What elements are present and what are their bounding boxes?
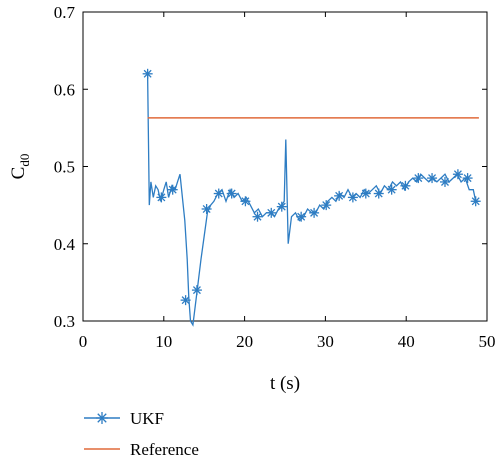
ukf-marker <box>360 188 371 199</box>
ukf-marker <box>452 169 463 180</box>
ukf-marker <box>427 173 438 184</box>
y-tick-label: 0.4 <box>54 235 76 254</box>
ukf-marker <box>400 180 411 191</box>
ukf-marker <box>201 203 212 214</box>
y-tick-label: 0.6 <box>54 80 75 99</box>
x-tick-label: 50 <box>479 332 496 351</box>
ukf-marker <box>309 207 320 218</box>
ukf-marker <box>252 211 263 222</box>
legend-item-reference: Reference <box>84 440 199 459</box>
y-tick-label: 0.5 <box>54 158 75 177</box>
x-tick-label: 10 <box>155 332 172 351</box>
x-axis: 0 10 20 30 40 50 <box>79 12 496 351</box>
plot-area: 0 10 20 30 40 50 0.3 0.4 0.5 0.6 0.7 <box>54 3 496 351</box>
ukf-marker <box>266 207 277 218</box>
y-tick-label: 0.7 <box>54 3 76 22</box>
ukf-marker <box>462 173 473 184</box>
ukf-marker <box>226 188 237 199</box>
x-tick-label: 30 <box>317 332 334 351</box>
ukf-marker <box>413 173 424 184</box>
x-tick-label: 20 <box>236 332 253 351</box>
ukf-marker <box>213 188 224 199</box>
legend-item-ukf: UKF <box>84 409 164 428</box>
ukf-marker <box>347 192 358 203</box>
y-axis-label: Cd0 <box>8 154 32 180</box>
ukf-marker <box>276 201 287 212</box>
legend-ukf-marker-shape <box>96 412 108 424</box>
legend-reference-label: Reference <box>130 440 199 459</box>
y-axis: 0.3 0.4 0.5 0.6 0.7 <box>54 3 487 331</box>
ukf-marker <box>142 68 153 79</box>
legend-ukf-label: UKF <box>130 409 164 428</box>
ukf-marker <box>240 196 251 207</box>
ukf-marker <box>296 211 307 222</box>
ukf-marker <box>321 200 332 211</box>
x-tick-label: 0 <box>79 332 88 351</box>
legend: UKF Reference <box>84 409 199 459</box>
ukf-marker <box>156 192 167 203</box>
y-axis-label-main: C <box>8 167 29 180</box>
y-axis-label-subscript: d0 <box>17 154 32 167</box>
ukf-marker <box>191 285 202 296</box>
x-axis-label: t (s) <box>270 373 300 394</box>
y-tick-label: 0.3 <box>54 312 75 331</box>
ukf-marker <box>180 295 191 306</box>
ukf-marker <box>470 196 481 207</box>
legend-ukf-marker <box>96 412 108 424</box>
x-tick-label: 40 <box>398 332 415 351</box>
ukf-marker <box>167 184 178 195</box>
ukf-marker <box>439 176 450 187</box>
ukf-marker <box>386 184 397 195</box>
ukf-series-markers <box>142 68 481 306</box>
ukf-marker <box>373 188 384 199</box>
ukf-marker <box>334 190 345 201</box>
